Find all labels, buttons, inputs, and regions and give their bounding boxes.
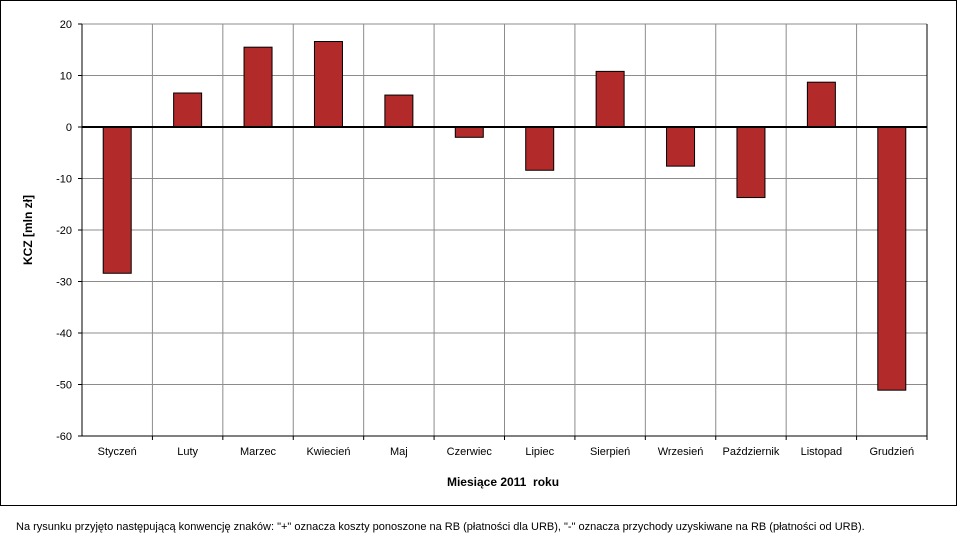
x-tick-label: Wrzesień (658, 446, 704, 458)
bar-chart: 20 10 0 -10 -20 -30 -40 -50 -60 Styczeń Luty Marzec… (21, 19, 928, 489)
bar-11 (877, 126, 907, 391)
x-tick-label: Październik (723, 446, 780, 458)
x-tick-label: Lipiec (525, 446, 554, 458)
bar-10 (806, 81, 836, 128)
y-tick-label: -30 (56, 277, 72, 289)
y-tick-label: -60 (56, 431, 72, 443)
y-tick-label: 10 (60, 71, 72, 83)
bars (102, 41, 907, 391)
x-tick-label: Listopad (801, 446, 843, 458)
bar-9 (736, 126, 766, 199)
y-tick-label: -10 (56, 174, 72, 186)
bar-4 (384, 94, 414, 128)
bar-2 (243, 46, 273, 128)
bar-1 (173, 92, 203, 128)
y-tick-label: -20 (56, 225, 72, 237)
y-tick-label: 20 (60, 19, 72, 31)
x-tick-label: Czerwiec (447, 446, 493, 458)
x-tick-label: Luty (177, 446, 198, 458)
y-tick-label: -50 (56, 380, 72, 392)
x-tick-label: Grudzień (869, 446, 914, 458)
bar-6 (525, 126, 555, 171)
chart-frame: 20 10 0 -10 -20 -30 -40 -50 -60 Styczeń Luty Marzec… (0, 0, 957, 506)
bar-3 (313, 41, 343, 128)
bar-0 (102, 126, 132, 274)
grid (82, 23, 928, 437)
bar-8 (666, 126, 696, 167)
y-tick-label: 0 (66, 122, 72, 134)
bar-7 (595, 70, 625, 128)
footnote-text: Na rysunku przyjęto następującą konwencj… (16, 521, 865, 533)
y-tick-label: -40 (56, 328, 72, 340)
y-axis-title: KCZ [mln zł] (21, 195, 35, 265)
x-tick-label: Kwiecień (306, 446, 350, 458)
axes (78, 23, 928, 440)
x-tick-label: Maj (390, 446, 408, 458)
labels: 20 10 0 -10 -20 -30 -40 -50 -60 Styczeń Luty Marzec… (56, 19, 914, 458)
x-tick-label: Styczeń (98, 446, 137, 458)
x-tick-label: Marzec (240, 446, 277, 458)
x-tick-label: Sierpień (590, 446, 630, 458)
x-axis-title: Miesiące 2011 roku (447, 475, 559, 489)
bar-5 (454, 126, 484, 138)
